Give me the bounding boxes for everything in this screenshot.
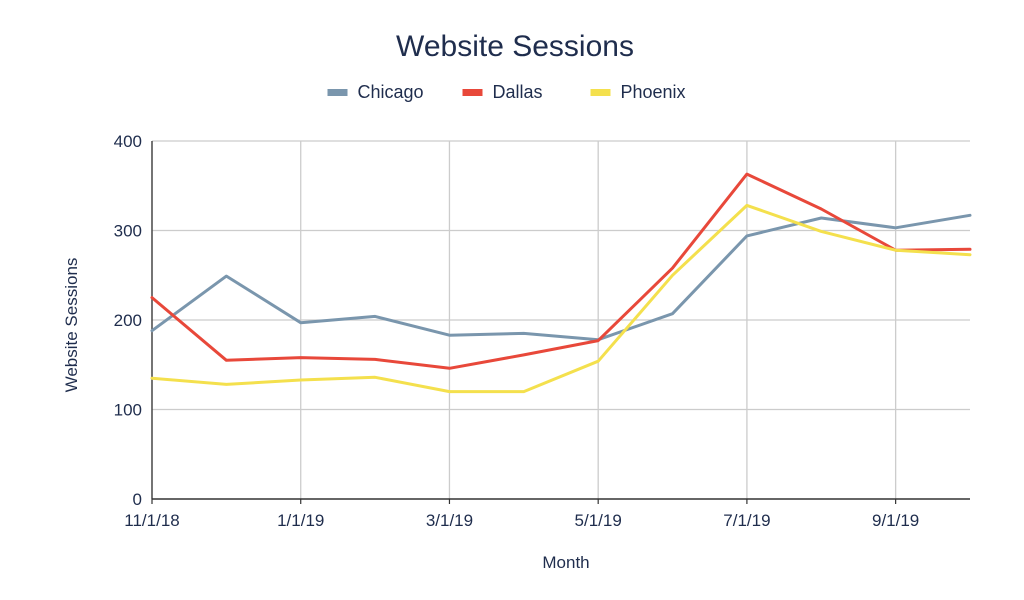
y-axis-ticks: 0 100 200 300 400 <box>114 132 142 509</box>
y-tick-label: 100 <box>114 401 142 420</box>
x-tick-label: 1/1/19 <box>277 511 324 530</box>
legend: Chicago Dallas Phoenix <box>327 82 686 102</box>
x-tick-label: 5/1/19 <box>575 511 622 530</box>
y-tick-label: 200 <box>114 311 142 330</box>
chart-title: Website Sessions <box>396 30 634 63</box>
grid <box>151 140 970 504</box>
x-tick-label: 7/1/19 <box>723 511 770 530</box>
legend-swatch <box>327 89 348 96</box>
legend-label: Dallas <box>493 82 543 102</box>
legend-label: Chicago <box>358 82 424 102</box>
series-lines <box>150 172 972 394</box>
legend-swatch <box>590 89 611 96</box>
x-axis-label: Month <box>542 553 589 572</box>
y-axis-label: Website Sessions <box>62 258 81 393</box>
series-line-phoenix <box>150 203 972 394</box>
series-line-dallas <box>150 172 972 370</box>
x-axis-ticks: 11/1/18 1/1/19 3/1/19 5/1/19 7/1/19 9/1/19 <box>124 511 919 530</box>
legend-label: Phoenix <box>621 82 686 102</box>
legend-swatch <box>462 89 483 96</box>
y-tick-label: 400 <box>114 132 142 151</box>
y-tick-label: 300 <box>114 222 142 241</box>
x-tick-label: 11/1/18 <box>124 511 179 530</box>
y-tick-label: 0 <box>133 490 142 509</box>
x-tick-label: 3/1/19 <box>426 511 473 530</box>
series-line-chicago <box>150 213 972 342</box>
x-tick-label: 9/1/19 <box>872 511 919 530</box>
